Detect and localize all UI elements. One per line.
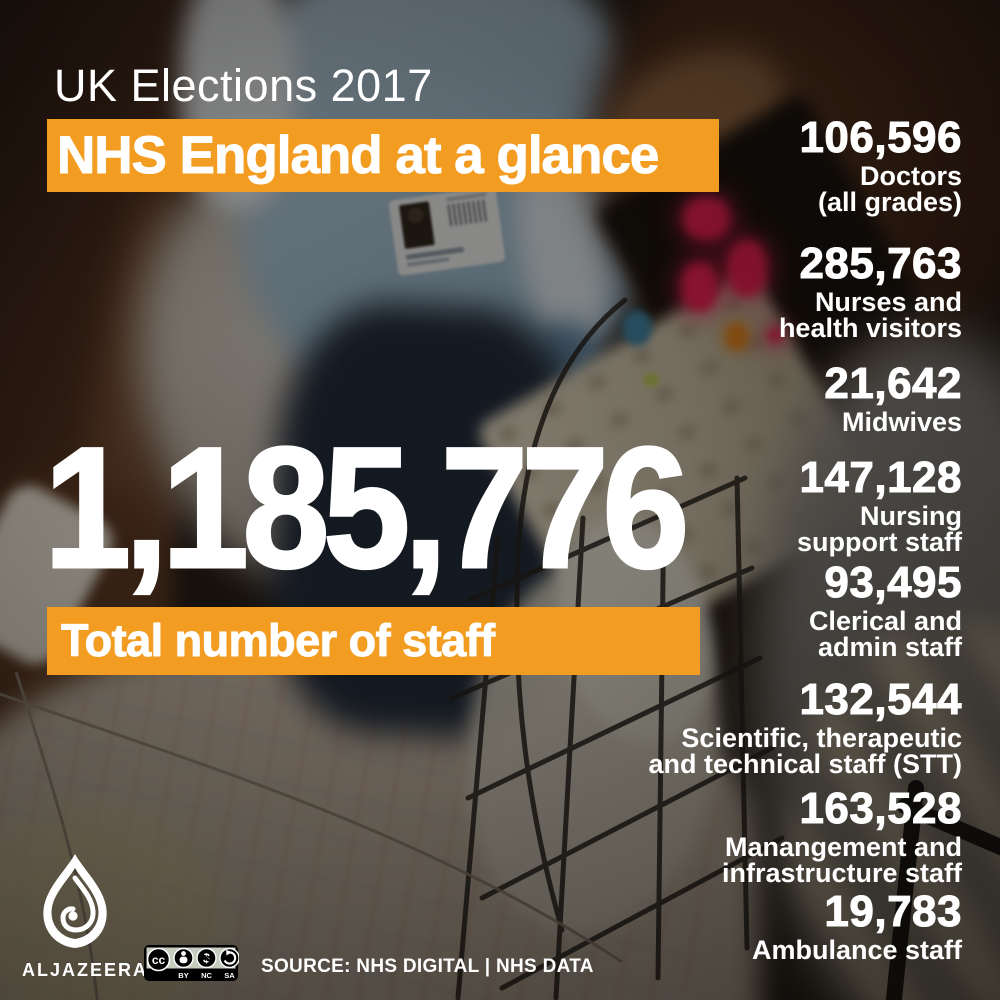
stat-label: Nursing support staff [797, 501, 962, 557]
stat-item: 19,783 Ambulance staff [751, 887, 962, 965]
aljazeera-logo [43, 854, 107, 948]
stat-value: 285,763 [799, 239, 962, 288]
stat-value: 19,783 [824, 887, 962, 936]
total-label-band: Total number of staff [47, 607, 700, 675]
aljazeera-flame-dot [68, 911, 78, 921]
stat-label: Doctors (all grades) [799, 161, 962, 217]
stat-label-line: Doctors [859, 161, 962, 191]
stat-value: 163,528 [799, 784, 962, 833]
cc-icon-text: cc [152, 953, 166, 967]
by-person-body [179, 956, 188, 964]
sa-arrow-head [226, 949, 232, 956]
stat-label-line: Clerical and [808, 606, 962, 636]
stat-label: Clerical and admin staff [808, 606, 962, 662]
source-credit: SOURCE: NHS DIGITAL | NHS DATA [261, 956, 594, 977]
stat-label-line: health visitors [778, 313, 962, 343]
stat-label-line: Nurses and [814, 287, 962, 317]
title-band: NHS England at a glance [47, 119, 719, 192]
stat-label-line: admin staff [817, 632, 962, 662]
stat-item: 163,528 Manangement and infrastructure st… [721, 784, 962, 888]
stat-value: 93,495 [824, 558, 962, 607]
sa-label: SA [224, 971, 235, 980]
stat-item: 285,763 Nurses and health visitors [778, 239, 962, 343]
stat-label-line: and technical staff (STT) [648, 749, 962, 779]
stat-item: 106,596 Doctors (all grades) [799, 113, 962, 217]
stat-label: Nurses and health visitors [778, 287, 962, 343]
by-label: BY [178, 971, 188, 980]
stat-label-line: Midwives [841, 407, 962, 437]
nc-label: NC [201, 971, 212, 980]
nc-slash [199, 952, 214, 965]
stat-value: 147,128 [799, 453, 962, 502]
aljazeera-flame-dot2 [56, 878, 64, 886]
cc-icon [146, 947, 171, 972]
stat-value: 106,596 [799, 113, 962, 162]
stat-item: 132,544 Scientific, therapeutic and techn… [648, 675, 962, 779]
page-title: NHS England at a glance [56, 126, 659, 186]
total-staff-value: 1,185,776 [43, 412, 691, 604]
stat-label: Manangement and infrastructure staff [721, 832, 962, 888]
kicker-title: UK Elections 2017 [54, 60, 433, 111]
stat-label-line: (all grades) [817, 187, 962, 217]
stat-label: Ambulance staff [751, 935, 962, 965]
cc-license-badge: cc $ BY NC SA [144, 945, 239, 981]
stat-label-line: Manangement and [724, 832, 962, 862]
aljazeera-flame-outline [43, 854, 107, 948]
sa-arrow-arc [223, 951, 237, 965]
stat-label-line: Scientific, therapeutic [681, 723, 962, 753]
stat-item: 147,128 Nursing support staff [797, 453, 962, 557]
by-person-head [181, 951, 186, 956]
stat-item: 93,495 Clerical and admin staff [808, 558, 962, 662]
aljazeera-flame-swirl [60, 875, 96, 933]
stat-label-line: infrastructure staff [721, 858, 962, 888]
stat-value: 132,544 [799, 675, 962, 724]
stat-label: Scientific, therapeutic and technical sta… [648, 723, 962, 779]
total-staff-label: Total number of staff [61, 615, 496, 667]
stat-label-line: support staff [797, 527, 962, 557]
stat-label-line: Nursing [859, 501, 962, 531]
aljazeera-wordmark: ALJAZEERA [22, 960, 149, 980]
stat-label-line: Ambulance staff [751, 935, 962, 965]
stat-item: 21,642 Midwives [824, 359, 962, 437]
stat-value: 21,642 [824, 359, 962, 408]
stat-label: Midwives [824, 407, 962, 437]
